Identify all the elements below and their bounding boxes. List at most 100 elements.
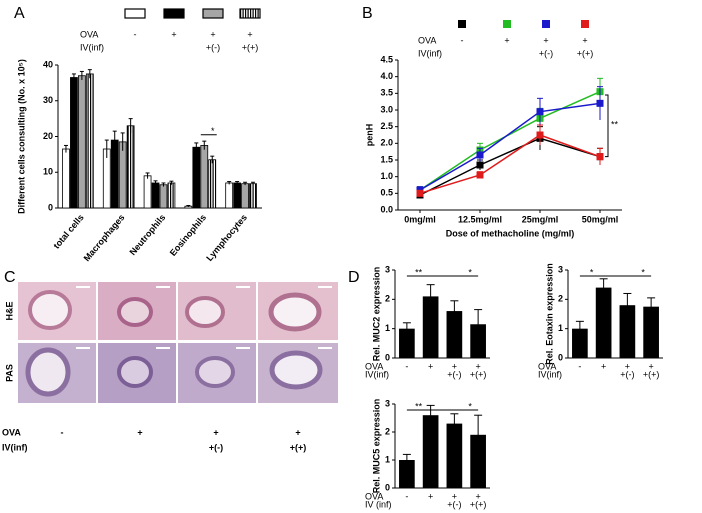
treatment-value: +: [295, 427, 300, 437]
treatment-value: +: [213, 427, 218, 437]
treatment-value: +(+): [470, 369, 487, 379]
treatment-label: IV(inf): [80, 42, 104, 52]
significance: *: [468, 267, 472, 277]
treatment-value: -: [61, 427, 64, 437]
marker: [536, 108, 544, 116]
treatment-value: +: [247, 29, 252, 39]
x-tick-label: 12.5mg/ml: [458, 214, 502, 224]
treatment-value: +(-): [209, 442, 223, 452]
y-tick-label: 4.5: [380, 54, 393, 64]
y-axis-label: Rel. MUC5 expression: [371, 399, 381, 494]
y-tick-label: 0: [558, 352, 563, 362]
y-tick-label: 2.5: [380, 121, 393, 131]
bar: [446, 311, 463, 358]
marker: [536, 131, 544, 139]
bar: [126, 125, 135, 209]
treatment-value: +: [452, 361, 457, 371]
treatment-label: IV(inf): [418, 48, 442, 58]
panel-label: B: [362, 5, 373, 22]
treatment-value: +(+): [470, 499, 487, 509]
bar: [225, 182, 234, 209]
treatment-value: -: [405, 361, 408, 371]
bar: [619, 305, 636, 358]
treatment-label: OVA: [2, 427, 21, 437]
x-tick-label: Macrophages: [82, 212, 127, 263]
legend-swatch: [163, 8, 185, 19]
x-axis-label: Dose of methacholine (mg/ml): [446, 228, 575, 238]
y-tick-label: 0: [385, 352, 390, 362]
treatment-label: IV(inf): [538, 369, 562, 379]
y-tick-label: 3.0: [380, 104, 393, 114]
treatment-value: +: [625, 361, 630, 371]
bar: [70, 77, 78, 209]
treatment-value: +(-): [620, 369, 634, 379]
significance: *: [590, 267, 594, 277]
treatment-value: +(-): [447, 499, 461, 509]
treatment-label: OVA: [418, 35, 436, 45]
significance-bracket: [605, 94, 609, 158]
bar: [446, 423, 463, 488]
bar: [85, 73, 94, 209]
scale-bars: [76, 286, 332, 349]
bar: [422, 415, 439, 488]
y-tick-label: 3: [385, 264, 390, 274]
treatment-value: +(+): [643, 369, 660, 379]
legend-swatch: [581, 20, 589, 28]
y-axis-label: Rel. MUC2 expression: [371, 267, 381, 362]
x-tick-label: 0mg/ml: [404, 214, 436, 224]
y-tick-label: 0.5: [380, 188, 393, 198]
bar: [643, 306, 659, 358]
y-tick-label: 4.0: [380, 71, 393, 81]
x-tick-label: total cells: [51, 212, 85, 250]
y-tick-label: 1: [385, 454, 390, 464]
significance: *: [468, 401, 472, 411]
bar: [78, 75, 86, 209]
bar: [151, 182, 160, 209]
pas-row: [18, 343, 338, 403]
bar: [595, 287, 612, 358]
treatment-value: +: [582, 35, 587, 45]
treatment-value: +: [210, 29, 215, 39]
treatment-value: +: [648, 361, 653, 371]
treatment-value: +: [475, 491, 480, 501]
significance: *: [641, 267, 645, 277]
legend-swatch: [124, 8, 146, 19]
treatment-label: IV(inf): [365, 369, 389, 379]
significance: **: [611, 119, 619, 129]
bar: [470, 434, 486, 488]
bar: [241, 183, 249, 209]
y-tick-label: 10: [43, 167, 53, 177]
legend-swatch: [503, 20, 511, 28]
bar: [208, 159, 217, 209]
bar: [143, 175, 152, 209]
marker: [596, 99, 604, 107]
y-tick-label: 3: [385, 398, 390, 408]
treatment-label: OVA: [365, 361, 383, 371]
bar: [249, 183, 257, 209]
y-tick-label: 20: [43, 131, 53, 141]
histology-images: [18, 282, 338, 403]
bar: [399, 328, 415, 358]
treatment-value: +: [171, 29, 176, 39]
treatment-value: +(+): [242, 42, 259, 52]
bar: [192, 146, 201, 209]
y-tick-label: 1.5: [380, 154, 393, 164]
treatment-value: -: [461, 35, 464, 45]
treatment-value: +(-): [447, 369, 461, 379]
y-axis-label: Rel. Eotaxin expression: [544, 263, 554, 365]
bar: [470, 324, 486, 358]
treatment-value: +: [475, 361, 480, 371]
treatment-value: +: [504, 35, 509, 45]
legend-swatch: [542, 20, 550, 28]
treatment-value: -: [134, 29, 137, 39]
legend-swatch: [202, 8, 224, 19]
x-tick-label: Neutrophils: [128, 212, 168, 257]
treatment-value: +: [137, 427, 142, 437]
treatment-value: +(+): [290, 442, 307, 452]
treatment-value: +: [543, 35, 548, 45]
treatment-value: +: [601, 361, 606, 371]
y-tick-label: 0.0: [380, 204, 393, 214]
legend-swatch: [239, 8, 261, 19]
bar: [167, 182, 176, 209]
